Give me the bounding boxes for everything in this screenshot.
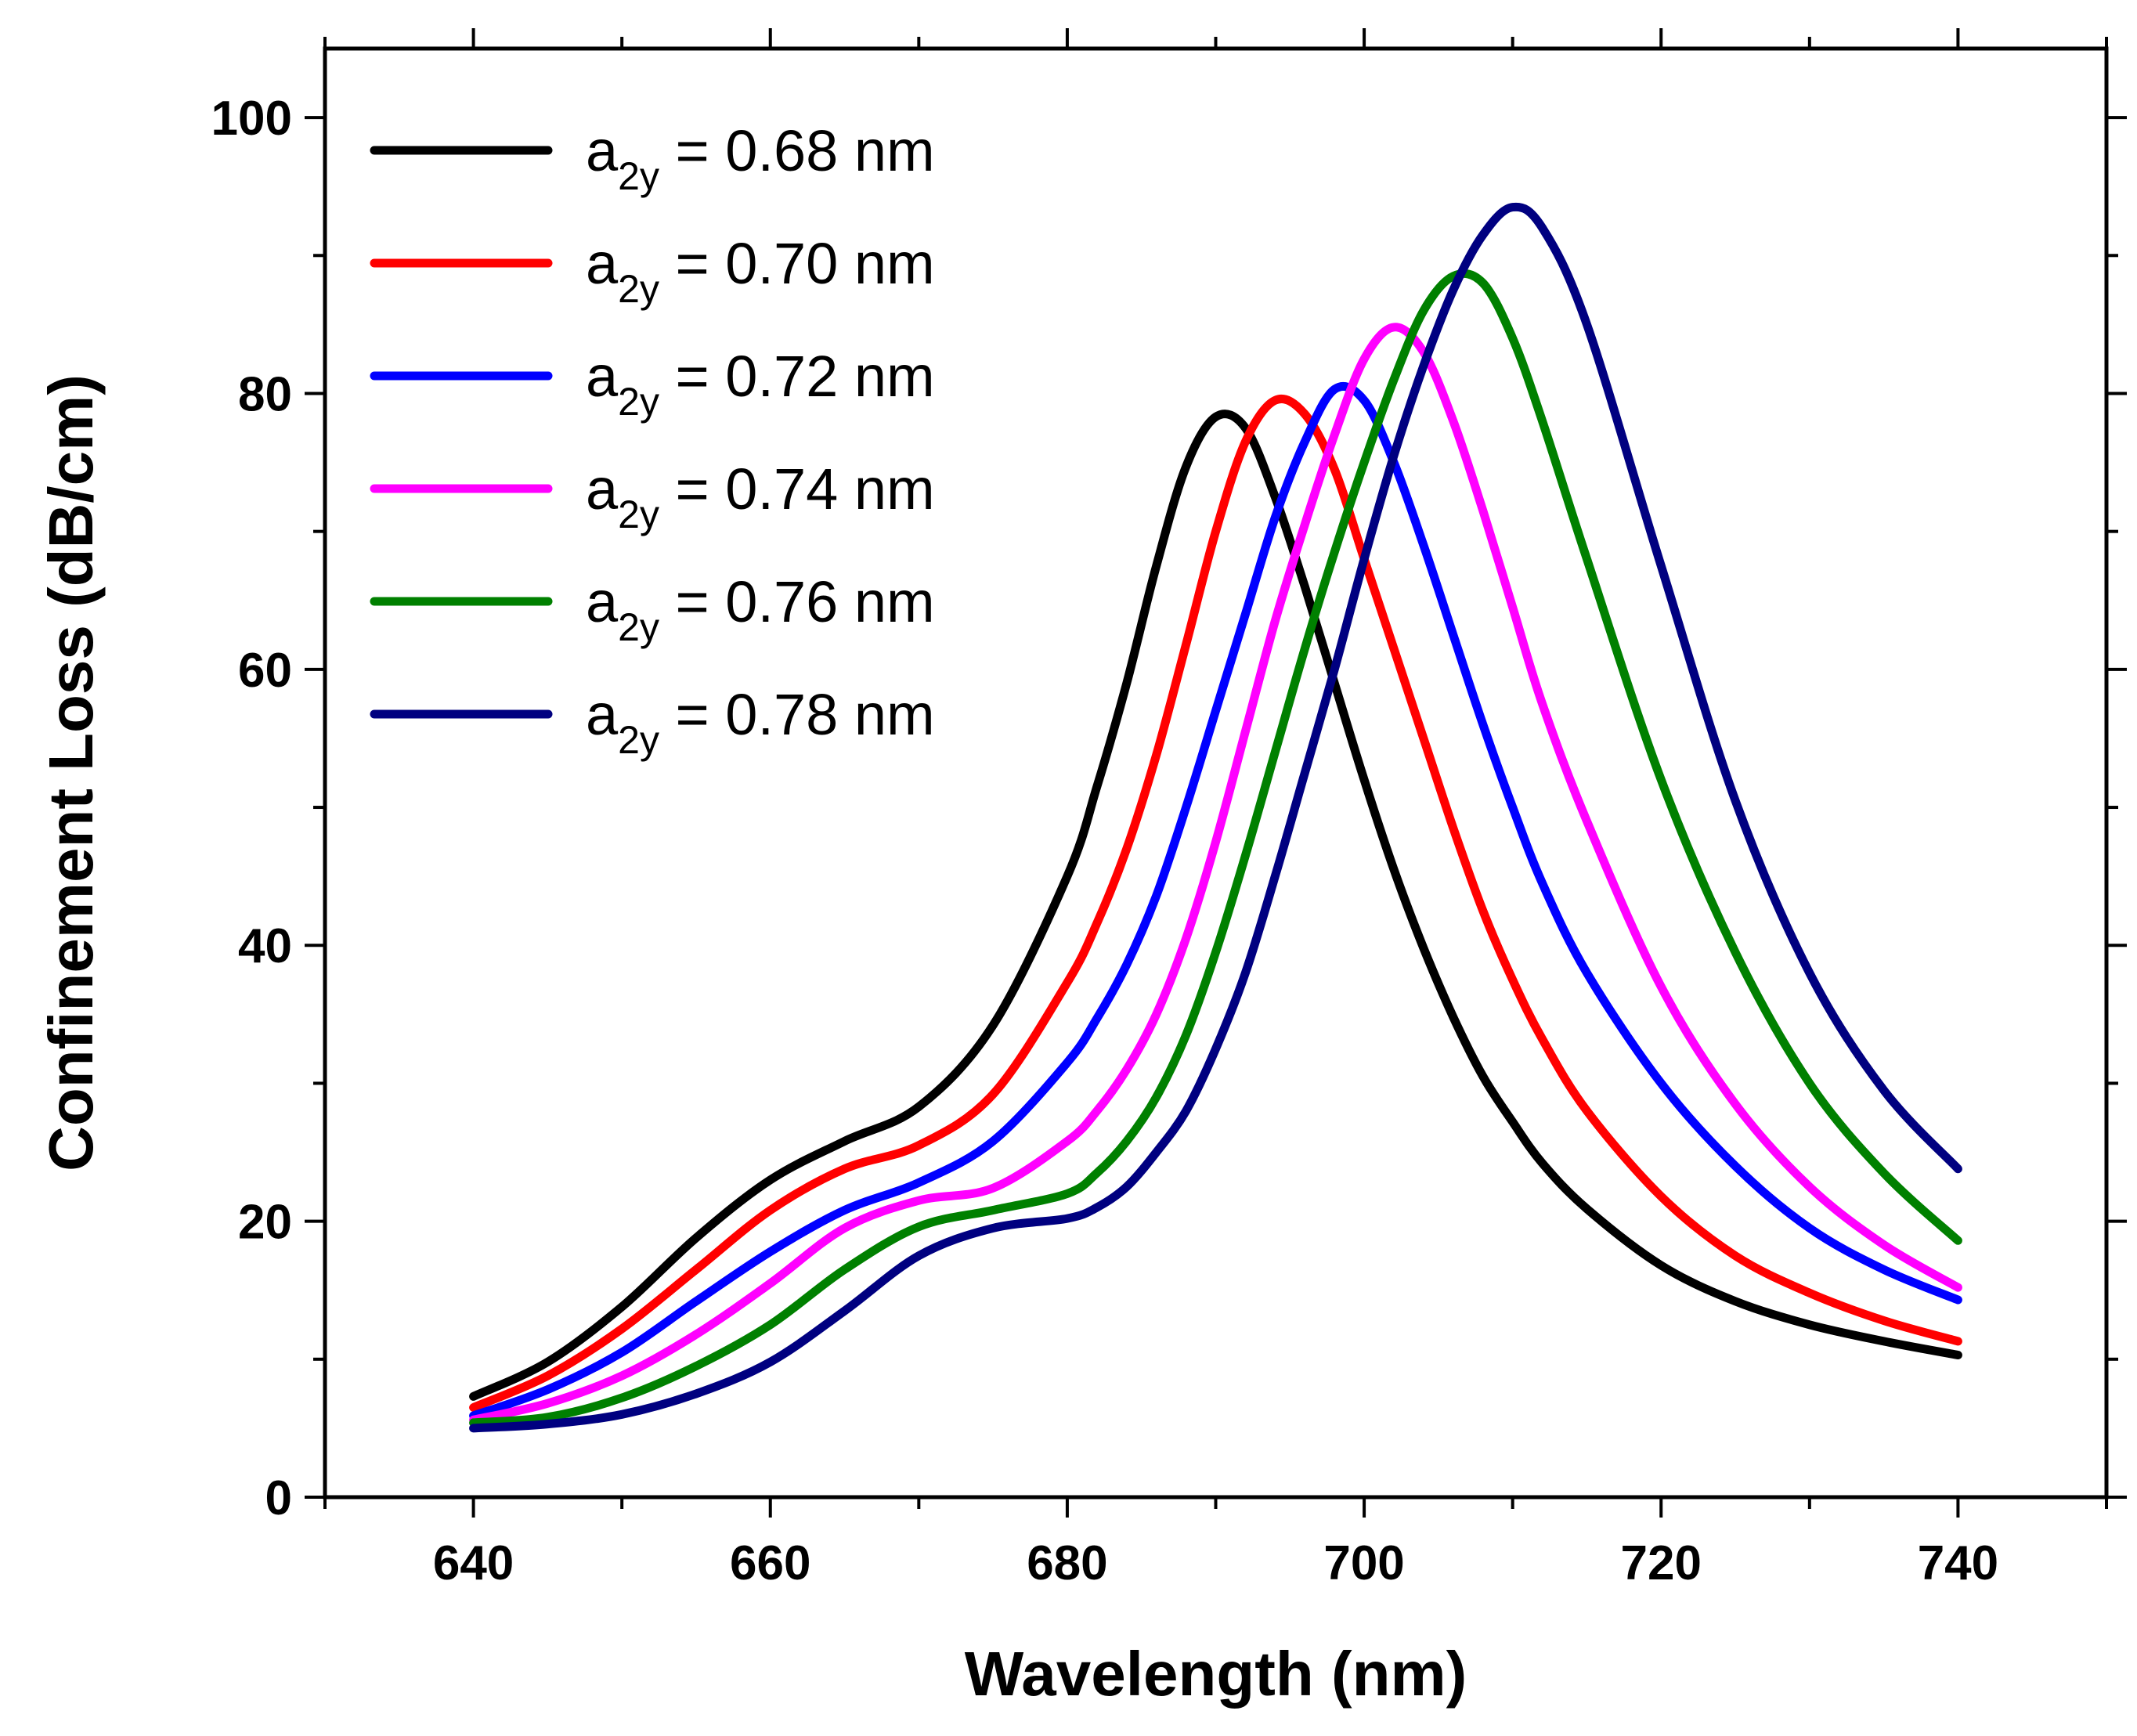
- x-axis-title: Wavelength (nm): [965, 1639, 1467, 1709]
- legend-label: a2y = 0.72 nm: [586, 344, 935, 424]
- legend-label: a2y = 0.70 nm: [586, 231, 935, 311]
- legend-label: a2y = 0.68 nm: [586, 118, 935, 198]
- series-line-3: [469, 382, 1962, 1420]
- y-tick-label: 20: [238, 1196, 292, 1250]
- legend-item-3: a2y = 0.72 nm: [370, 344, 935, 424]
- legend-item-4: a2y = 0.74 nm: [370, 457, 935, 536]
- series-line-1: [469, 410, 1962, 1401]
- legend-item-1: a2y = 0.68 nm: [370, 118, 935, 198]
- axis-ticks: [305, 28, 2127, 1518]
- series-line-5: [469, 269, 1962, 1427]
- x-tick-label: 700: [1323, 1536, 1404, 1590]
- series-line-6: [469, 202, 1962, 1433]
- x-tick-label: 680: [1027, 1536, 1107, 1590]
- legend-item-2: a2y = 0.70 nm: [370, 231, 935, 311]
- y-tick-label: 100: [211, 92, 292, 146]
- x-tick-label: 740: [1918, 1536, 1998, 1590]
- x-tick-label: 720: [1621, 1536, 1702, 1590]
- tick-labels: 640 660 680 700 720 740 0 20 40 60 80 100: [211, 92, 1999, 1590]
- y-tick-label: 80: [238, 367, 292, 421]
- x-tick-label: 660: [730, 1536, 810, 1590]
- y-tick-label: 40: [238, 919, 292, 973]
- x-tick-label: 640: [433, 1536, 514, 1590]
- legend-label: a2y = 0.78 nm: [586, 682, 935, 762]
- y-tick-label: 60: [238, 644, 292, 698]
- data-curves: [469, 202, 1962, 1433]
- y-axis-title: Confinement Loss (dB/cm): [36, 374, 106, 1171]
- legend-item-5: a2y = 0.76 nm: [370, 569, 935, 649]
- legend-label: a2y = 0.76 nm: [586, 569, 935, 649]
- legend-item-6: a2y = 0.78 nm: [370, 682, 935, 762]
- legend: a2y = 0.68 nm a2y = 0.70 nm a2y = 0.72 nm a…: [370, 118, 935, 762]
- series-line-2: [469, 395, 1962, 1412]
- y-tick-label: 0: [265, 1471, 292, 1525]
- series-line-4: [469, 323, 1962, 1424]
- legend-label: a2y = 0.74 nm: [586, 457, 935, 536]
